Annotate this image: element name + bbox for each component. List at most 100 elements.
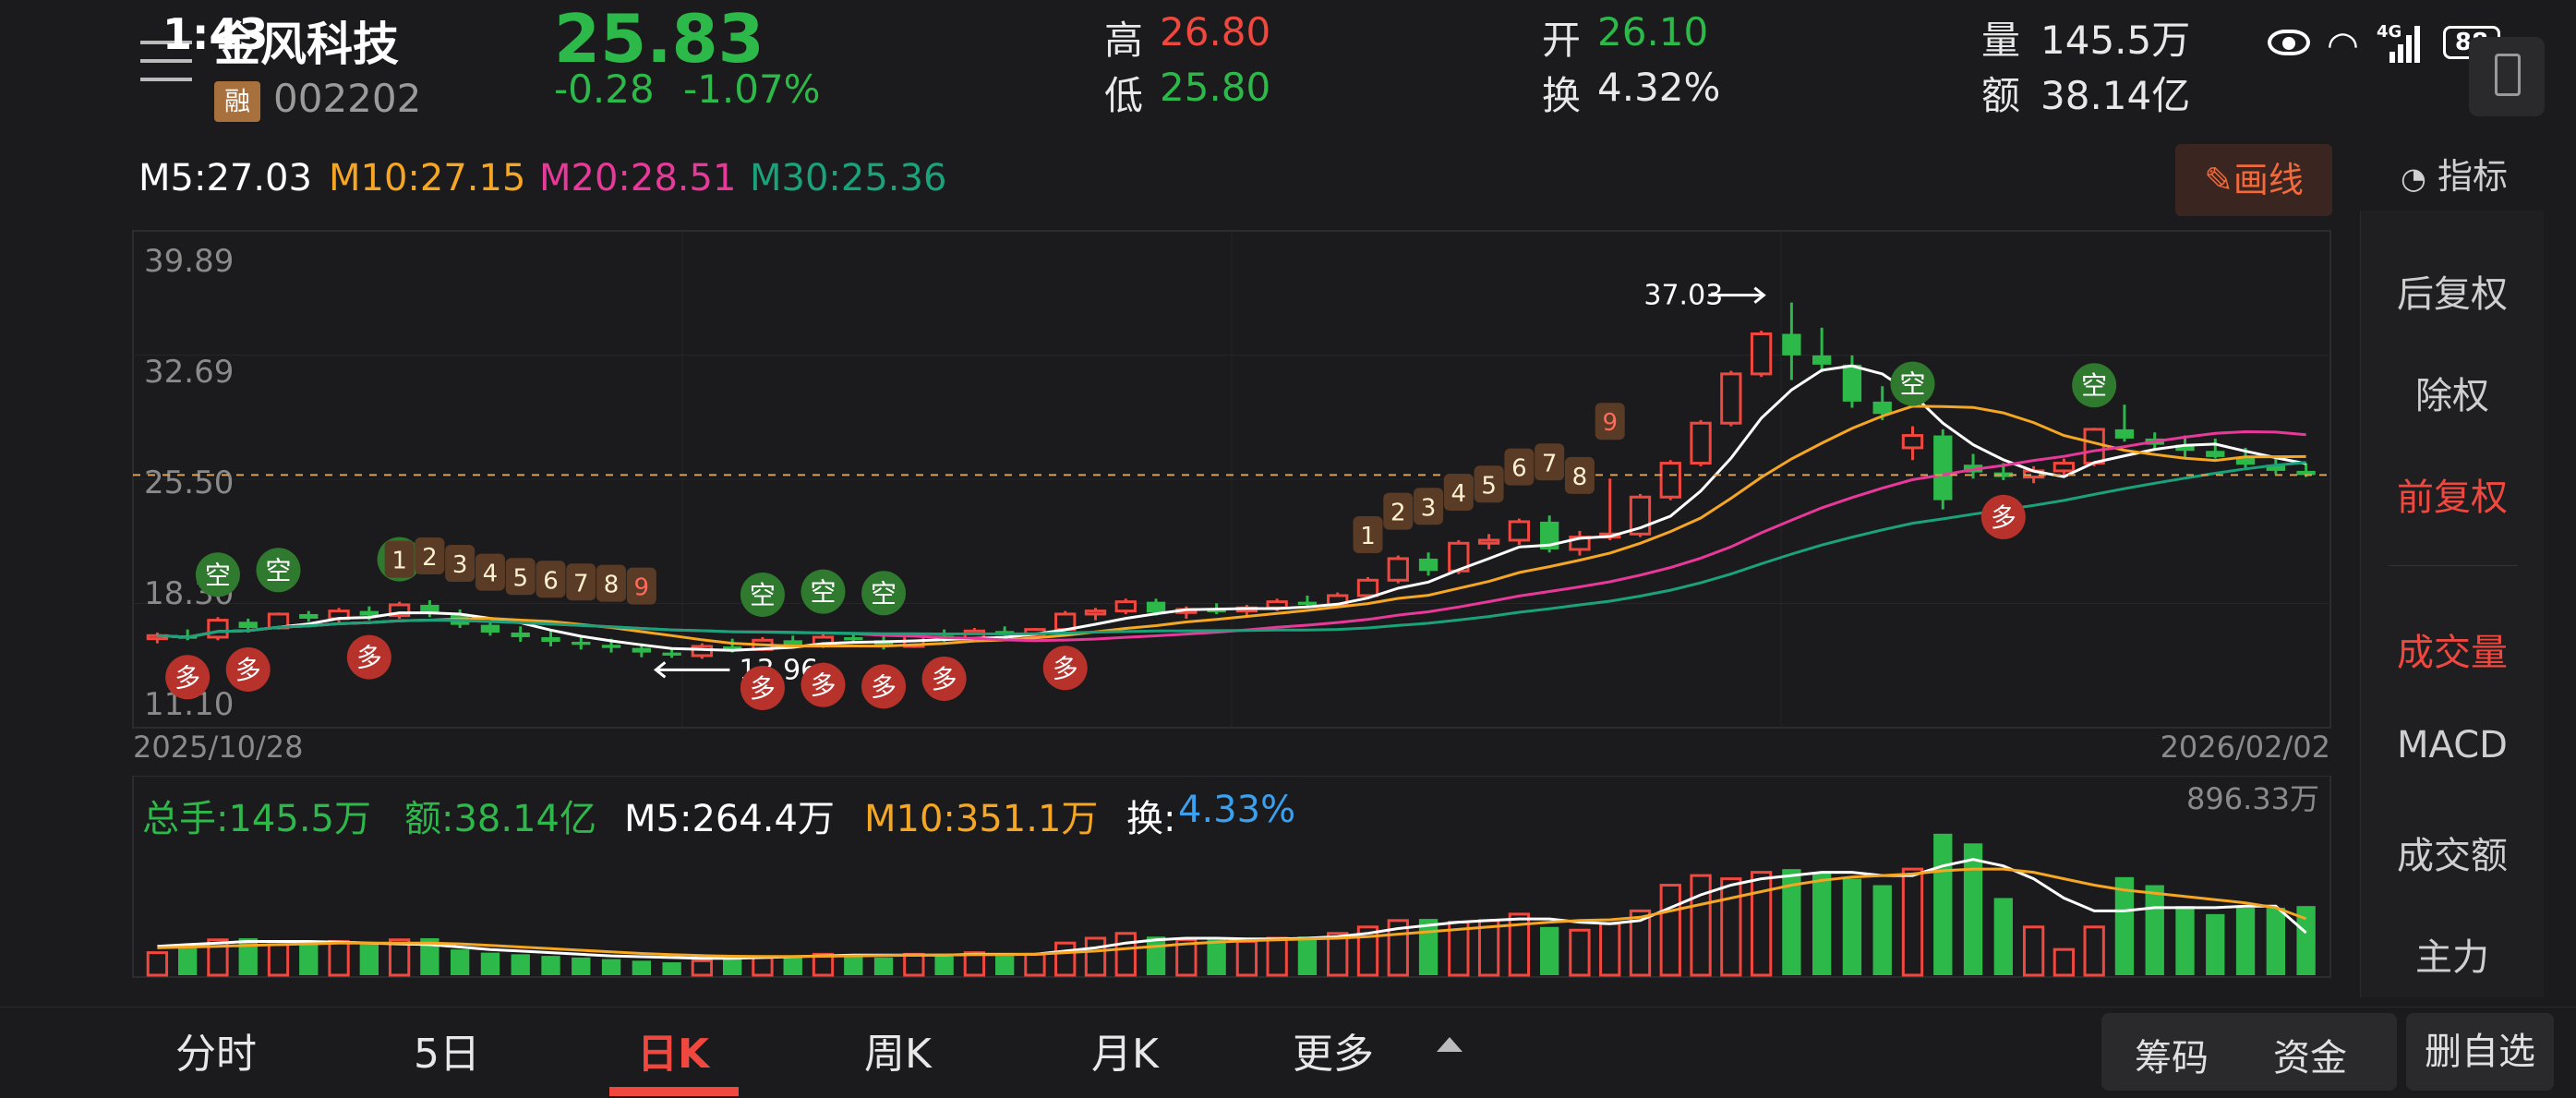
tab-daily[interactable]: 日K [637, 1031, 710, 1078]
signal-icon: 4G [2377, 22, 2423, 63]
buy-signal [921, 656, 967, 701]
volume-bar [1629, 909, 1652, 977]
volume-chart[interactable]: 896.33万 [0, 776, 2345, 1007]
volume-bar [1720, 877, 1742, 977]
tab-5day[interactable]: 5日 [414, 1031, 480, 1078]
tab-more[interactable]: 更多 [1293, 1031, 1374, 1078]
volume-bar [1084, 936, 1107, 977]
candle [1146, 601, 1166, 613]
candle [1356, 578, 1379, 597]
buy-signal-label: 多 [871, 671, 897, 702]
volume-bar [1266, 936, 1288, 977]
volume-bar [2052, 947, 2076, 977]
indicator-label: 指标 [2438, 156, 2509, 197]
sell-signal [2072, 363, 2117, 408]
candle [2206, 451, 2225, 457]
stock-code: 002202 [273, 76, 422, 121]
volume-bar [2083, 925, 2105, 977]
candle [420, 604, 439, 614]
chips-button[interactable]: 筹码 [2135, 1037, 2209, 1080]
volume-bar [2114, 876, 2135, 975]
buy-signal [1980, 494, 2026, 539]
quote-header: 1:43 金风科技 融 002202 25.83 -0.28 -1.07% 高 … [0, 0, 2576, 129]
candle [511, 632, 530, 637]
x-start-label: 2025/10/28 [133, 730, 303, 765]
volume-bar [1690, 874, 1712, 977]
volume-bar [2206, 913, 2225, 975]
volume-bar [1207, 939, 1226, 975]
remove-favorite-button[interactable]: 删自选 [2406, 1013, 2554, 1091]
volume-bar [934, 956, 954, 975]
volume-frame [132, 776, 2331, 978]
sequence-label: 9 [634, 574, 650, 602]
volume-bar [662, 962, 681, 975]
volume-bar [238, 937, 258, 975]
nav-amount[interactable]: 成交额 [2397, 835, 2508, 877]
tab-weekly[interactable]: 周K [864, 1031, 932, 1078]
sell-signal-label: 空 [1899, 369, 1925, 400]
funds-button[interactable]: 资金 [2273, 1037, 2347, 1080]
caret-up-icon[interactable] [1437, 1037, 1463, 1052]
volume-bar [1569, 928, 1591, 977]
sell-signal-label: 空 [265, 555, 291, 585]
draw-line-button[interactable]: ✎画线 [2175, 144, 2332, 216]
volume-bar [1540, 926, 1559, 975]
volume-bar [601, 959, 621, 975]
volume-bar [963, 951, 986, 977]
nav-volume[interactable]: 成交量 [2397, 632, 2508, 674]
sequence-label: 1 [1360, 523, 1376, 550]
nav-pre-adjusted[interactable]: 前复权 [2397, 477, 2508, 519]
candle [2114, 428, 2135, 439]
volume-bar [420, 937, 439, 975]
nav-macd[interactable]: MACD [2397, 724, 2508, 766]
candle [2266, 465, 2285, 471]
low-arrow-head [653, 661, 667, 679]
candle [2052, 462, 2076, 473]
buy-signal-label: 多 [356, 643, 382, 673]
nav-ex-rights[interactable]: 除权 [2415, 375, 2489, 417]
sequence-badge [1504, 448, 1535, 486]
status-time: 1:43 [163, 9, 269, 59]
turnover-value: 4.32% [1597, 65, 1721, 110]
volume-turnover-value: 4.33% [1178, 789, 1296, 831]
sequence-label: 2 [422, 544, 438, 572]
sequence-label: 8 [604, 572, 620, 599]
volume-bar [812, 952, 835, 977]
volume-bar [995, 956, 1015, 975]
volume-bar [207, 938, 229, 977]
menu-icon[interactable] [140, 41, 192, 81]
buy-signal-label: 多 [810, 670, 836, 701]
sell-signal [861, 571, 907, 616]
candle [783, 640, 802, 646]
fullscreen-button[interactable] [2469, 37, 2545, 116]
sequence-badge [475, 553, 505, 591]
sequence-badge [384, 540, 415, 578]
high-arrow-head [1753, 286, 1766, 304]
volume-bar [328, 939, 350, 977]
candle [1993, 472, 2013, 477]
sell-signal-label: 空 [871, 578, 897, 609]
chips-funds-group: 筹码 资金 [2101, 1013, 2397, 1091]
volume-ma5-line [157, 858, 2307, 960]
indicator-button[interactable]: ◔ 指标 [2401, 148, 2508, 199]
candle [480, 624, 500, 633]
sequence-label: 3 [1421, 494, 1437, 522]
volume-bar [1297, 936, 1318, 975]
high-value: 26.80 [1160, 9, 1271, 54]
sequence-label: 3 [452, 551, 468, 579]
sequence-badge [1564, 456, 1595, 494]
volume-value: 145.5万 [2040, 18, 2191, 63]
nav-main-force[interactable]: 主力 [2415, 936, 2489, 979]
candle [1872, 401, 1892, 415]
tab-monthly[interactable]: 月K [1091, 1031, 1159, 1078]
low-value: 25.80 [1160, 65, 1271, 110]
draw-line-label: 画线 [2233, 160, 2304, 200]
candle [299, 613, 319, 619]
candlestick-chart[interactable]: 39.8932.6925.5018.3011.1037.0313.96空空空多多… [0, 222, 2345, 766]
tab-intraday[interactable]: 分时 [175, 1031, 257, 1078]
candle [238, 621, 258, 628]
nav-post-adjusted[interactable]: 后复权 [2397, 273, 2508, 316]
open-value: 26.10 [1597, 9, 1709, 54]
candle [1659, 462, 1681, 499]
volume-bar [632, 960, 651, 975]
